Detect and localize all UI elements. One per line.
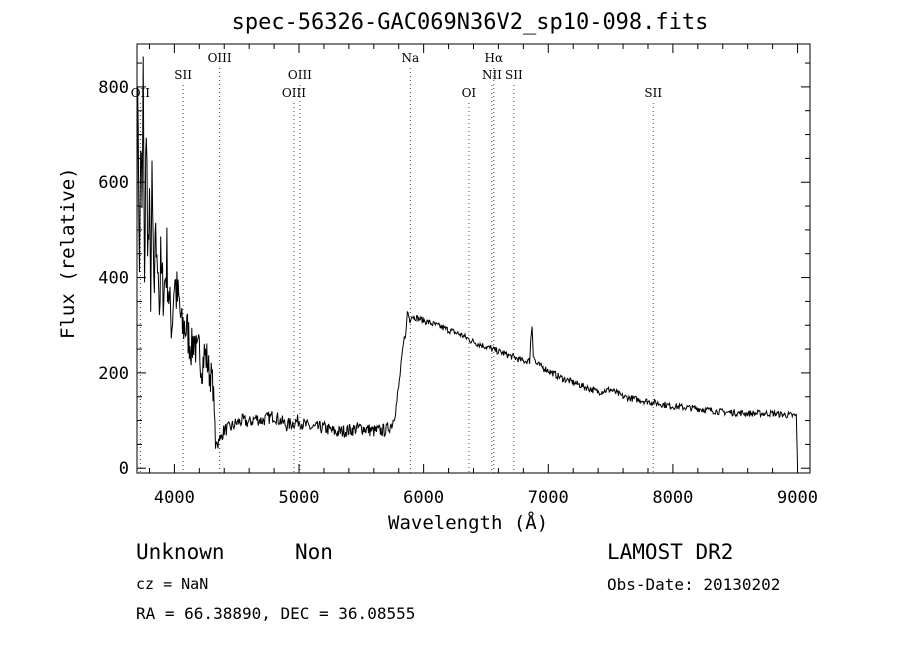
emission-line-label: OIII xyxy=(288,68,312,82)
obsdate-label: Obs-Date: 20130202 xyxy=(607,575,781,594)
x-tick-label: 4000 xyxy=(154,488,195,508)
emission-line-label: SII xyxy=(174,68,192,82)
chart-title: spec-56326-GAC069N36V2_sp10-098.fits xyxy=(231,10,709,35)
class-label: Unknown xyxy=(136,540,225,564)
y-tick-label: 0 xyxy=(119,459,129,479)
emission-line-label: Hα xyxy=(485,51,504,65)
emission-line-label: Na xyxy=(401,51,419,65)
x-tick-label: 5000 xyxy=(279,488,320,508)
y-tick-label: 400 xyxy=(98,269,129,289)
y-axis-label: Flux (relative) xyxy=(57,167,79,339)
x-tick-label: 7000 xyxy=(528,488,569,508)
cz-label: cz = NaN xyxy=(136,575,209,593)
radec-label: RA = 66.38890, DEC = 36.08555 xyxy=(136,604,416,623)
subclass-label: Non xyxy=(295,540,333,564)
x-tick-label: 6000 xyxy=(403,488,444,508)
tick-labels: 4000 5000 6000 7000 8000 9000 0 200 400 600 800 xyxy=(98,78,818,508)
spectrum-line xyxy=(136,56,798,466)
x-tick-label: 8000 xyxy=(652,488,693,508)
emission-line-label: SII xyxy=(505,68,523,82)
y-tick-label: 200 xyxy=(98,364,129,384)
emission-line-label: OIII xyxy=(282,86,306,100)
emission-line-label: OIII xyxy=(208,51,232,65)
survey-label: LAMOST DR2 xyxy=(607,540,734,564)
x-axis-label: Wavelength (Å) xyxy=(388,512,549,534)
series-group xyxy=(136,56,798,466)
emission-line-label: OII xyxy=(131,86,151,100)
y-tick-label: 800 xyxy=(98,78,129,98)
emission-line-label: NII xyxy=(482,68,502,82)
emission-line-label: OI xyxy=(462,86,477,100)
y-tick-label: 600 xyxy=(98,173,129,193)
emission-line-label: SII xyxy=(644,86,662,100)
x-tick-label: 9000 xyxy=(777,488,818,508)
